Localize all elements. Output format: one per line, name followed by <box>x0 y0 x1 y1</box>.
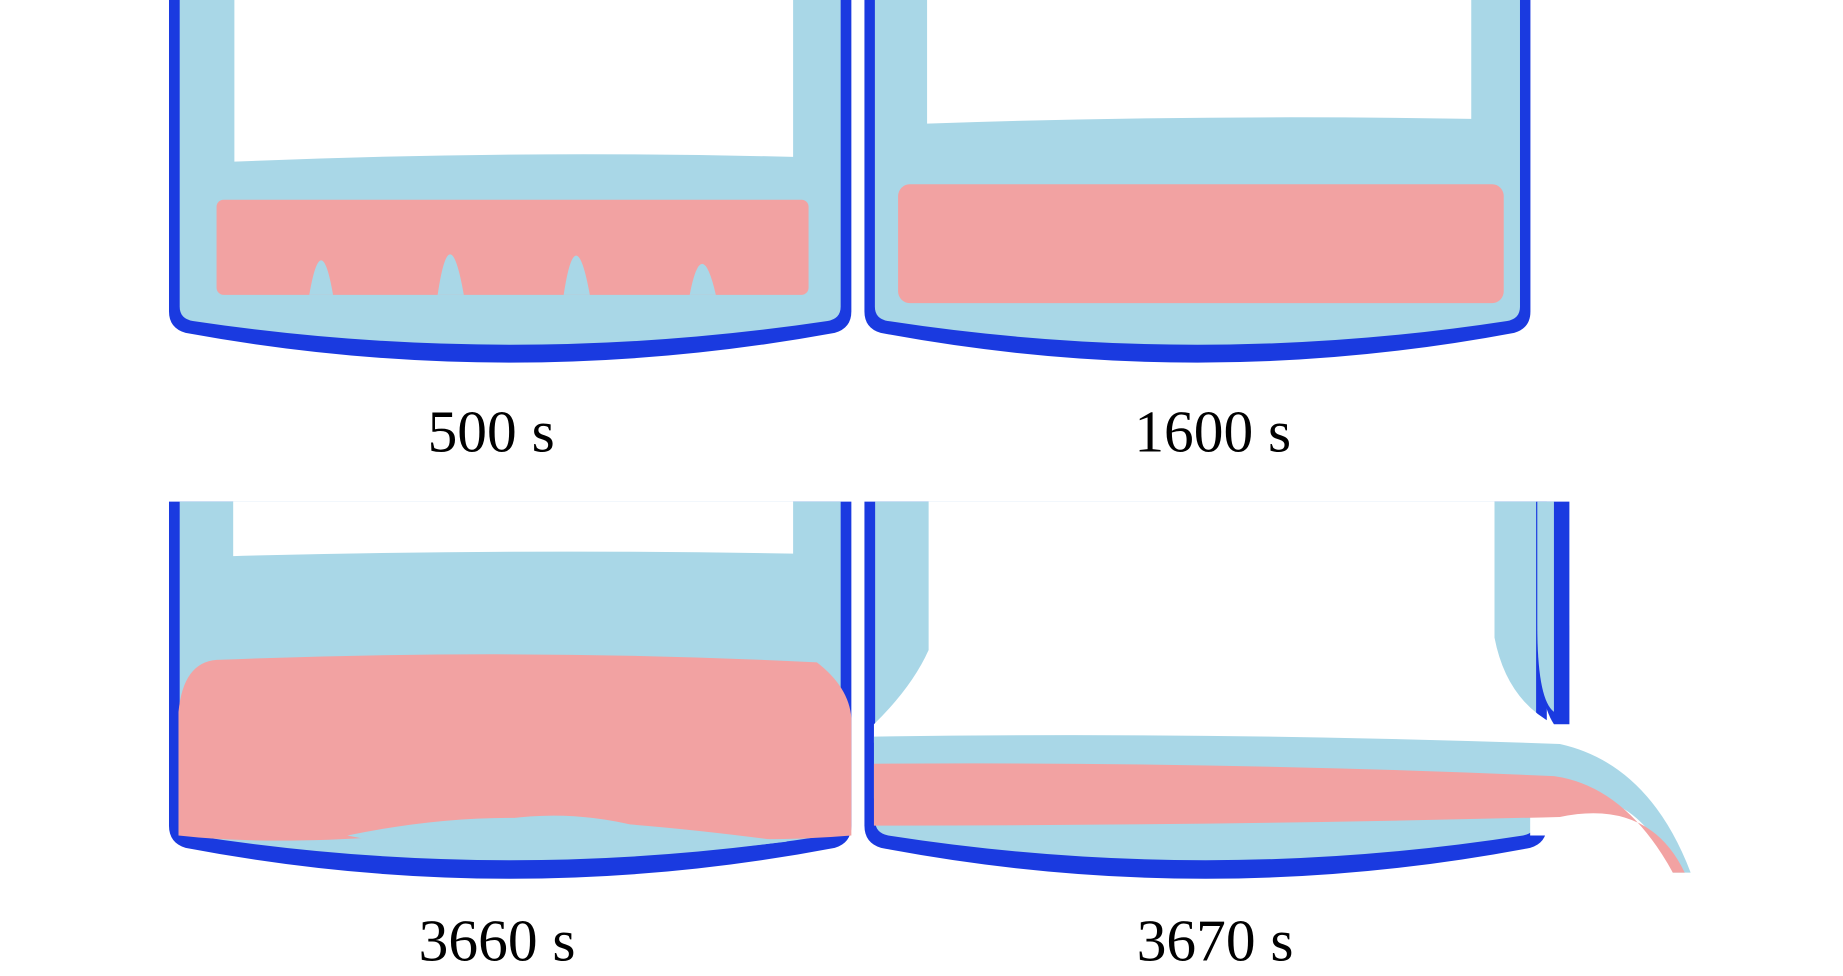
time-label: 3660 s <box>419 908 576 974</box>
time-label: 1600 s <box>1134 399 1291 465</box>
time-label: 500 s <box>428 399 555 465</box>
time-label: 3670 s <box>1137 908 1294 974</box>
vessel-1600s <box>864 0 1531 363</box>
vessel-3660s <box>168 501 852 879</box>
vessel-500s <box>168 0 852 363</box>
vessel-3670s <box>864 501 1691 879</box>
